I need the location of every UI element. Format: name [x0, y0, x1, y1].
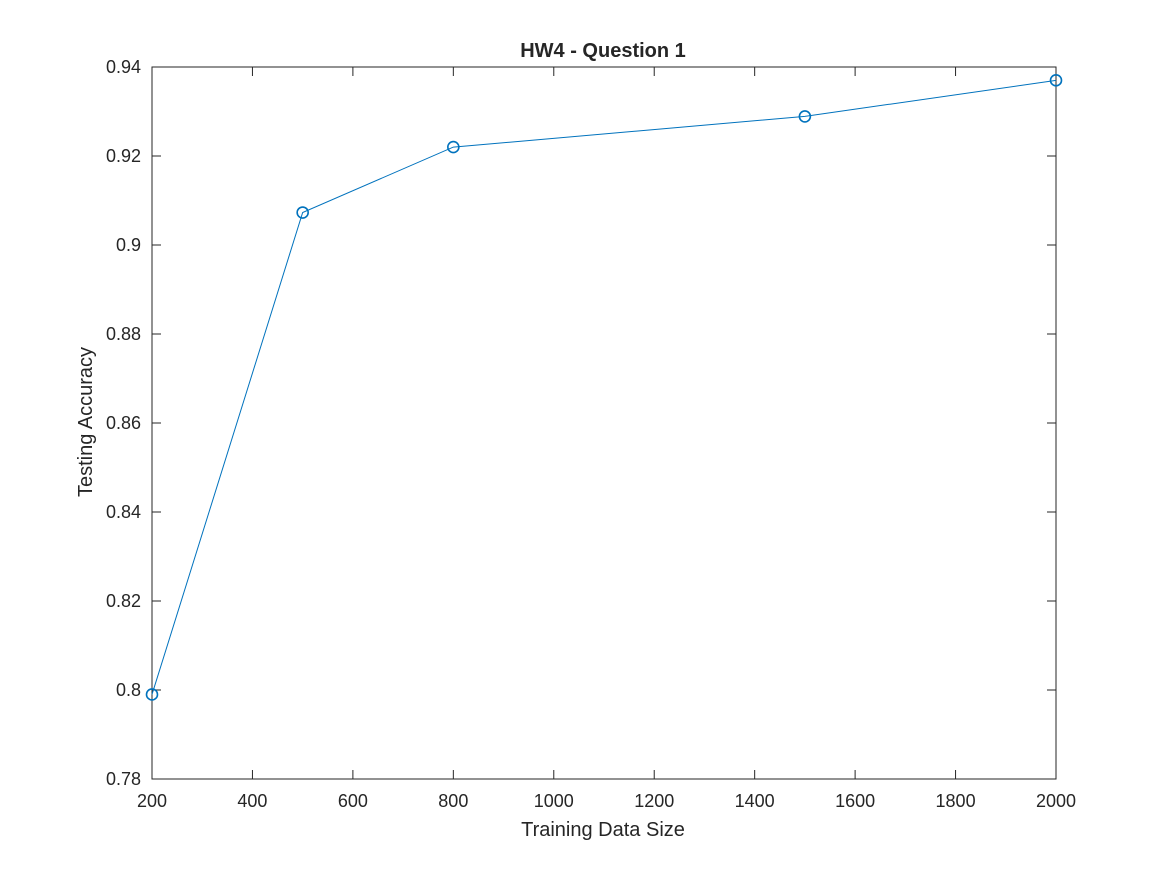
- y-tick-label: 0.84: [106, 502, 141, 522]
- x-tick-label: 2000: [1036, 791, 1076, 811]
- x-tick-label: 800: [438, 791, 468, 811]
- tick-layer: 200 400 600 800 1000 1200 1400 1600 1800 2000 0.78…: [106, 57, 1076, 811]
- series-layer: [145, 74, 1063, 701]
- x-tick-label: 400: [237, 791, 267, 811]
- x-tick-label: 200: [137, 791, 167, 811]
- x-tick-label: 1000: [534, 791, 574, 811]
- y-tick-label: 0.9: [116, 235, 141, 255]
- y-tick-label: 0.8: [116, 680, 141, 700]
- data-point: [1049, 74, 1063, 87]
- y-tick-label: 0.94: [106, 57, 141, 77]
- plot-area: [152, 67, 1056, 779]
- x-tick-label: 1200: [634, 791, 674, 811]
- data-point: [798, 110, 812, 123]
- x-axis-label: Training Data Size: [521, 819, 685, 841]
- y-tick-label: 0.82: [106, 591, 141, 611]
- x-tick-label: 1600: [835, 791, 875, 811]
- y-tick-label: 0.92: [106, 146, 141, 166]
- y-tick-label: 0.78: [106, 769, 141, 789]
- y-tick-label: 0.88: [106, 324, 141, 344]
- x-tick-label: 1800: [936, 791, 976, 811]
- axes: 200 400 600 800 1000 1200 1400 1600 1800 2000 0.78…: [106, 57, 1076, 811]
- x-tick-label: 1400: [735, 791, 775, 811]
- data-point: [296, 206, 309, 219]
- y-tick-label: 0.86: [106, 413, 141, 433]
- chart-title: HW4 - Question 1: [520, 40, 686, 62]
- data-point: [145, 688, 159, 701]
- data-point: [447, 140, 460, 154]
- y-axis-label: Testing Accuracy: [75, 347, 97, 497]
- series-line: [151, 79, 1057, 695]
- axes-box: [151, 66, 1057, 780]
- x-tick-label: 600: [338, 791, 368, 811]
